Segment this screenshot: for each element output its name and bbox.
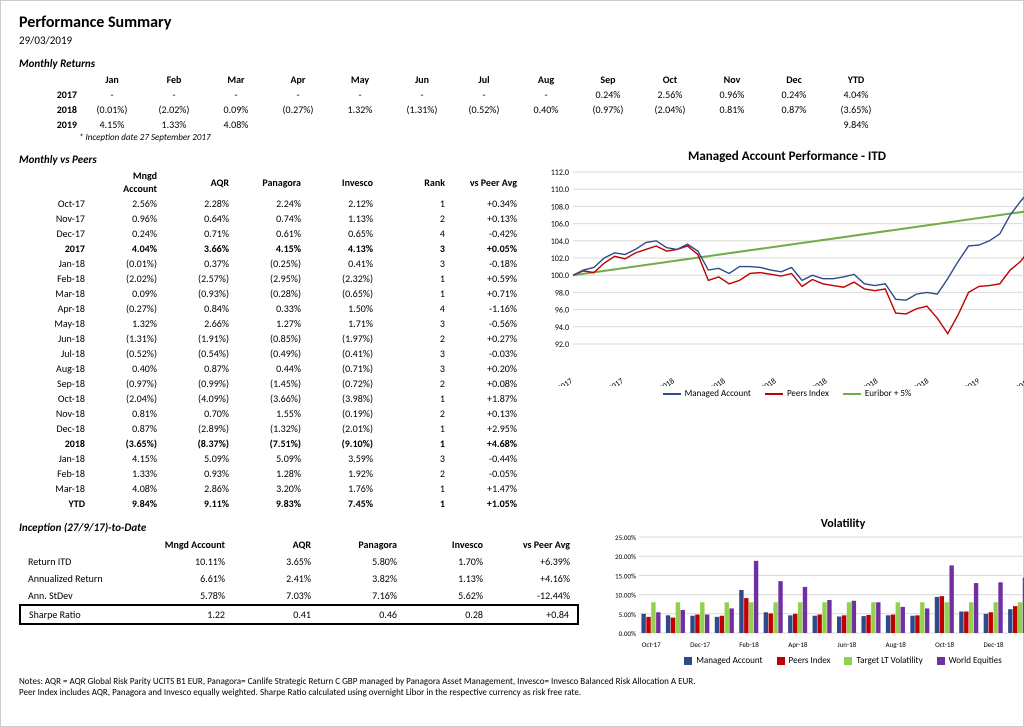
volatility-chart-title: Volatility: [603, 517, 1024, 531]
svg-text:26/03/2019: 26/03/2019: [995, 376, 1024, 386]
performance-chart-legend: Managed AccountPeers IndexEuribor + 5%: [537, 388, 1024, 399]
svg-text:Oct-17: Oct-17: [642, 640, 661, 649]
svg-text:26/09/2017: 26/09/2017: [537, 376, 574, 386]
svg-text:5.00%: 5.00%: [619, 610, 636, 619]
monthly-returns-table: JanFebMarAprMayJunJulAugSepOctNovDecYTD …: [19, 72, 887, 132]
performance-chart: 92.0 94.0 96.0 98.0 100.0 102.0 104.0 106.0 108.…: [537, 166, 1024, 386]
svg-text:108.0: 108.0: [551, 202, 569, 212]
svg-text:102.0: 102.0: [551, 254, 569, 264]
svg-text:26/09/2018: 26/09/2018: [843, 376, 880, 386]
svg-text:112.0: 112.0: [551, 168, 569, 178]
svg-text:26/11/2018: 26/11/2018: [894, 376, 931, 386]
report-date: 29/03/2019: [19, 34, 1005, 47]
svg-text:25.00%: 25.00%: [615, 533, 636, 542]
page-title: Performance Summary: [19, 13, 1005, 32]
svg-text:0.00%: 0.00%: [619, 629, 636, 638]
svg-text:26/01/2018: 26/01/2018: [639, 376, 676, 386]
svg-text:15.00%: 15.00%: [615, 571, 636, 580]
peers-title: Monthly vs Peers: [19, 153, 523, 166]
svg-text:Dec-18: Dec-18: [983, 640, 1003, 649]
peers-table: Mngd AccountAQRPanagoraInvescoRankvs Pee…: [19, 168, 523, 511]
monthly-returns-title: Monthly Returns: [19, 57, 1005, 70]
svg-text:104.0: 104.0: [551, 237, 569, 247]
svg-text:96.0: 96.0: [555, 306, 569, 316]
volatility-chart-legend: Managed AccountPeers IndexTarget LT Vola…: [603, 655, 1024, 666]
svg-text:100.0: 100.0: [551, 271, 569, 281]
svg-text:Dec-17: Dec-17: [690, 640, 710, 649]
volatility-chart: 0.00% 5.00% 10.00% 15.00% 20.00% 25.00% Oct-17…: [603, 533, 1024, 653]
svg-text:Feb-18: Feb-18: [739, 640, 759, 649]
svg-text:110.0: 110.0: [551, 185, 569, 195]
itd-title: Inception (27/9/17)-to-Date: [19, 521, 579, 534]
itd-chart-title: Managed Account Performance - ITD: [537, 149, 1024, 164]
svg-text:Jun-18: Jun-18: [837, 640, 856, 649]
svg-text:20.00%: 20.00%: [615, 552, 636, 561]
inception-footnote: * Inception date 27 September 2017: [79, 132, 1005, 143]
svg-text:94.0: 94.0: [555, 323, 569, 333]
svg-text:Aug-18: Aug-18: [886, 640, 907, 649]
svg-text:26/05/2018: 26/05/2018: [741, 376, 778, 386]
svg-text:26/01/2019: 26/01/2019: [944, 376, 981, 386]
notes: Notes: AQR = AQR Global Risk Parity UCIT…: [19, 676, 1005, 699]
svg-text:26/03/2018: 26/03/2018: [690, 376, 727, 386]
svg-text:Oct-18: Oct-18: [935, 640, 954, 649]
svg-text:26/11/2017: 26/11/2017: [588, 376, 625, 386]
svg-text:92.0: 92.0: [555, 340, 569, 350]
itd-table: Mngd AccountAQRPanagoraInvescovs Peer Av…: [19, 536, 579, 625]
svg-text:26/07/2018: 26/07/2018: [792, 376, 829, 386]
svg-text:98.0: 98.0: [555, 288, 569, 298]
svg-text:Apr-18: Apr-18: [788, 640, 808, 649]
svg-text:10.00%: 10.00%: [615, 591, 636, 600]
svg-text:106.0: 106.0: [551, 220, 569, 230]
